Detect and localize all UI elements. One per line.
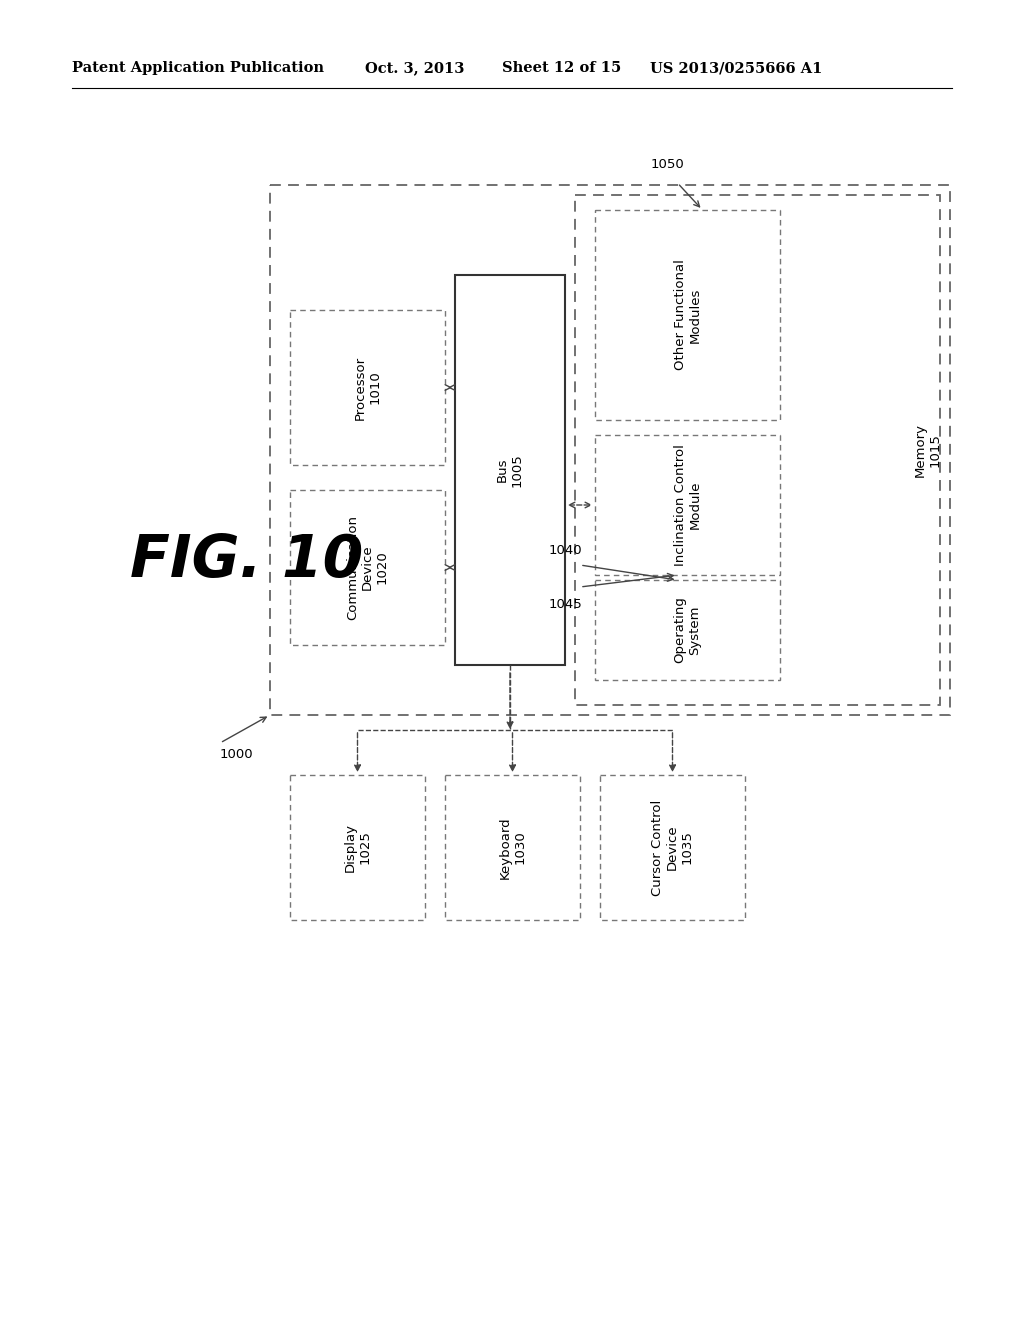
Text: 1050: 1050: [650, 158, 684, 172]
Bar: [600, 775, 745, 920]
Text: US 2013/0255666 A1: US 2013/0255666 A1: [650, 61, 822, 75]
Text: 1000: 1000: [220, 748, 254, 762]
Text: Communication
Device
1020: Communication Device 1020: [346, 515, 389, 620]
Text: Oct. 3, 2013: Oct. 3, 2013: [365, 61, 464, 75]
Bar: [290, 775, 425, 920]
Text: FIG. 10: FIG. 10: [130, 532, 364, 589]
Text: Sheet 12 of 15: Sheet 12 of 15: [502, 61, 622, 75]
Text: 1040: 1040: [548, 544, 582, 557]
Text: Inclination Control
Module: Inclination Control Module: [674, 444, 701, 566]
Bar: [575, 195, 940, 705]
Bar: [270, 185, 950, 715]
Text: Keyboard
1030: Keyboard 1030: [499, 816, 526, 879]
Text: Memory
1015: Memory 1015: [914, 422, 942, 477]
Text: Bus
1005: Bus 1005: [496, 453, 524, 487]
Bar: [595, 436, 780, 576]
Text: Cursor Control
Device
1035: Cursor Control Device 1035: [651, 800, 694, 896]
Text: Other Functional
Modules: Other Functional Modules: [674, 260, 701, 371]
Bar: [445, 775, 580, 920]
Text: Operating
System: Operating System: [674, 597, 701, 664]
Text: Display
1025: Display 1025: [343, 822, 372, 873]
Bar: [595, 210, 780, 420]
Bar: [595, 579, 780, 680]
Text: Processor
1010: Processor 1010: [353, 355, 382, 420]
Text: 1045: 1045: [548, 598, 582, 611]
Text: Patent Application Publication: Patent Application Publication: [72, 61, 324, 75]
Bar: [290, 310, 445, 465]
Bar: [290, 490, 445, 645]
Bar: [455, 275, 565, 665]
